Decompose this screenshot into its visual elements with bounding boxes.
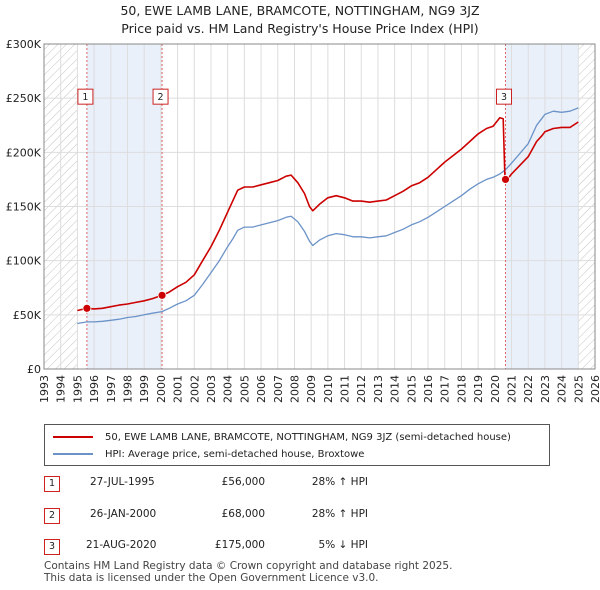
legend-label-hpi: HPI: Average price, semi-detached house,… — [105, 448, 365, 460]
table-row: 3 21-AUG-2020 £175,000 5% ↓ HPI — [0, 537, 600, 557]
table-row: 1 27-JUL-1995 £56,000 28% ↑ HPI — [0, 474, 600, 494]
x-tick-label: 2013 — [372, 375, 385, 403]
sale-date: 21-AUG-2020 — [86, 539, 157, 551]
x-tick-label: 2023 — [539, 375, 552, 403]
x-tick-label: 1996 — [88, 375, 101, 403]
y-tick-label: £200K — [6, 146, 42, 159]
legend-item-price: 50, EWE LAMB LANE, BRAMCOTE, NOTTINGHAM,… — [53, 429, 511, 445]
sale-hpi-diff: 28% ↑ HPI — [311, 476, 368, 488]
y-tick-label: £150K — [6, 201, 42, 214]
x-tick-label: 2025 — [572, 375, 585, 403]
footer-licence: This data is licensed under the Open Gov… — [44, 572, 379, 584]
x-tick-label: 2015 — [405, 375, 418, 403]
x-tick-label: 2017 — [439, 375, 452, 403]
y-tick-label: £300K — [6, 38, 42, 51]
chart-title: 50, EWE LAMB LANE, BRAMCOTE, NOTTINGHAM,… — [0, 2, 600, 38]
x-tick-label: 2003 — [205, 375, 218, 403]
sale-badge: 1 — [44, 476, 60, 492]
sale-point — [157, 290, 167, 300]
price-chart: 1 2 3 £0 £50K £100K £150K £200K £250K £300K 1993 1… — [6, 38, 600, 403]
sale-date: 26-JAN-2000 — [90, 508, 157, 520]
sale-price: £175,000 — [214, 539, 265, 551]
x-tick-label: 1998 — [121, 375, 134, 403]
legend-label-price: 50, EWE LAMB LANE, BRAMCOTE, NOTTINGHAM,… — [105, 431, 511, 443]
sale-marker-box — [77, 88, 94, 105]
sale-date: 27-JUL-1995 — [90, 476, 155, 488]
plot-border — [43, 43, 596, 370]
footer-copyright: Contains HM Land Registry data © Crown c… — [44, 560, 453, 572]
x-tick-label: 2009 — [305, 375, 318, 403]
sale-marker-label: 3 — [501, 92, 507, 103]
sale-hpi-diff: 5% ↓ HPI — [318, 539, 368, 551]
x-tick-label: 2024 — [556, 375, 569, 403]
x-tick-label: 1995 — [71, 375, 84, 403]
x-tick-label: 2007 — [272, 375, 285, 403]
table-row: 2 26-JAN-2000 £68,000 28% ↑ HPI — [0, 506, 600, 526]
x-tick-label: 2012 — [355, 375, 368, 403]
x-tick-label: 1994 — [55, 375, 68, 403]
x-tick-label: 2020 — [489, 375, 502, 403]
legend-swatch-price — [53, 436, 93, 438]
x-tick-label: 2001 — [172, 375, 185, 403]
sale-marker-label: 1 — [82, 92, 88, 103]
y-tick-label: £250K — [6, 92, 42, 105]
legend-item-hpi: HPI: Average price, semi-detached house,… — [53, 446, 364, 462]
x-tick-label: 2016 — [422, 375, 435, 403]
x-tick-label: 2018 — [455, 375, 468, 403]
x-tick-label: 1999 — [138, 375, 151, 403]
x-tick-label: 1997 — [105, 375, 118, 403]
x-tick-label: 2014 — [389, 375, 402, 403]
legend: 50, EWE LAMB LANE, BRAMCOTE, NOTTINGHAM,… — [44, 424, 550, 466]
sale-marker-label: 2 — [158, 92, 164, 103]
sale-badge: 3 — [44, 539, 60, 555]
y-tick-label: £100K — [6, 255, 42, 268]
x-tick-label: 2000 — [155, 375, 168, 403]
x-tick-label: 1993 — [38, 375, 51, 403]
sale-price: £56,000 — [221, 476, 265, 488]
hpi-series-line — [77, 107, 579, 325]
sale-hpi-diff: 28% ↑ HPI — [311, 508, 368, 520]
title-line-1: 50, EWE LAMB LANE, BRAMCOTE, NOTTINGHAM,… — [120, 3, 480, 18]
x-tick-label: 2022 — [522, 375, 535, 403]
x-tick-label: 2002 — [188, 375, 201, 403]
sale-point — [501, 175, 510, 184]
x-tick-label: 2019 — [472, 375, 485, 403]
title-line-2: Price paid vs. HM Land Registry's House … — [121, 21, 479, 36]
y-tick-label: £0 — [27, 363, 41, 376]
x-tick-label: 2026 — [589, 375, 600, 403]
x-tick-label: 2021 — [506, 375, 519, 403]
sale-badge: 2 — [44, 508, 60, 524]
x-tick-label: 2010 — [322, 375, 335, 403]
x-tick-label: 2005 — [238, 375, 251, 403]
x-tick-label: 2008 — [288, 375, 301, 403]
y-tick-label: £50K — [13, 309, 42, 322]
sale-marker-box — [152, 88, 169, 105]
x-tick-label: 2006 — [255, 375, 268, 403]
legend-swatch-hpi — [53, 453, 93, 455]
sale-marker-box — [496, 88, 513, 105]
sale-point — [82, 303, 92, 313]
x-tick-label: 2004 — [222, 375, 235, 403]
x-tick-label: 2011 — [339, 375, 352, 403]
footer: Contains HM Land Registry data © Crown c… — [44, 560, 452, 584]
sale-price: £68,000 — [221, 508, 265, 520]
